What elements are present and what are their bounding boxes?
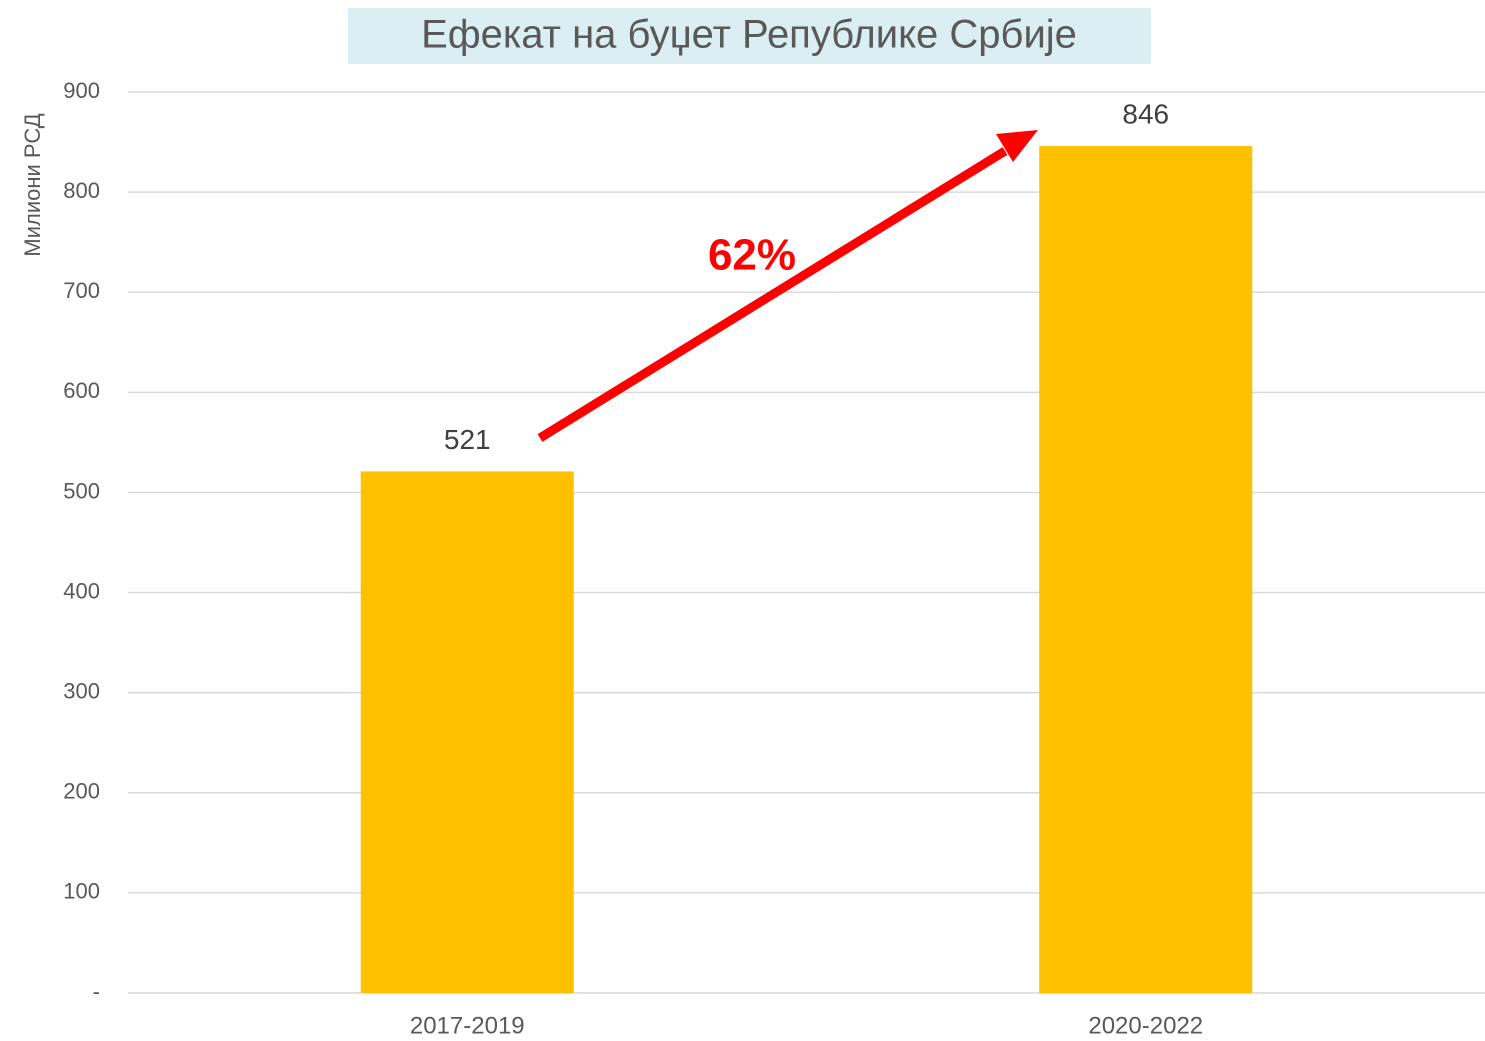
y-tick-label: 300 xyxy=(63,678,100,703)
y-tick-label: 900 xyxy=(63,78,100,103)
y-tick-label: 200 xyxy=(63,779,100,804)
x-tick-label: 2017-2019 xyxy=(410,1012,525,1039)
trend-arrowhead xyxy=(996,130,1038,162)
y-tick-label: 100 xyxy=(63,879,100,904)
y-tick-label: 600 xyxy=(63,378,100,403)
x-tick-label: 2020-2022 xyxy=(1088,1012,1203,1039)
title-background xyxy=(348,8,1151,64)
plot-area: - 100 200 300 400 500 600 700 800 900 2017-2019 521… xyxy=(63,78,1485,1039)
y-tick-label: 700 xyxy=(63,278,100,303)
chart-title: Ефекат на буџет Републике Србије xyxy=(421,13,1077,57)
trend-arrow xyxy=(537,147,1008,442)
y-tick-label: - xyxy=(93,979,100,1004)
data-label: 846 xyxy=(1122,98,1169,129)
bar xyxy=(360,471,574,993)
annotation: 62% xyxy=(708,231,796,280)
y-axis-label: Милиони РСД xyxy=(20,113,45,256)
y-tick-label: 400 xyxy=(63,578,100,603)
y-tick-label: 500 xyxy=(63,478,100,503)
bar xyxy=(1039,146,1253,993)
y-tick-label: 800 xyxy=(63,178,100,203)
data-label: 521 xyxy=(444,424,491,455)
